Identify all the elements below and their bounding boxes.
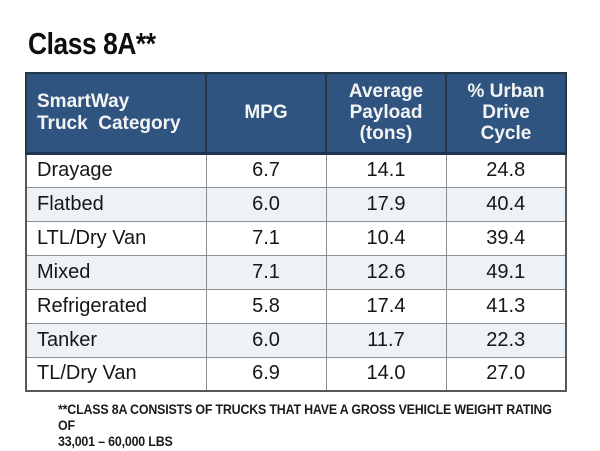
table-row-refrigerated: Refrigerated 5.8 17.4 41.3 <box>25 288 567 324</box>
header-payload-line1: Average <box>348 80 424 102</box>
table-row-drayage: Drayage 6.7 14.1 24.8 <box>25 152 567 188</box>
cell-category: Flatbed <box>25 186 207 222</box>
header-cell-urban: % Urban Drive Cycle <box>445 72 567 155</box>
footnote: **CLASS 8A CONSISTS OF TRUCKS THAT HAVE … <box>58 402 555 451</box>
cell-urban: 40.4 <box>445 186 567 222</box>
cell-mpg: 7.1 <box>205 220 327 256</box>
cell-category: Refrigerated <box>25 288 207 324</box>
cell-payload: 11.7 <box>325 322 447 358</box>
header-row: SmartWay Truck Category MPG Average Payl… <box>25 72 567 155</box>
table-header: SmartWay Truck Category MPG Average Payl… <box>25 72 567 155</box>
cell-urban: 41.3 <box>445 288 567 324</box>
cell-mpg: 6.9 <box>205 356 327 392</box>
cell-payload: 17.4 <box>325 288 447 324</box>
cell-mpg: 7.1 <box>205 254 327 290</box>
cell-urban: 22.3 <box>445 322 567 358</box>
header-urban-line2: Drive <box>482 102 530 124</box>
table-row-tl-dry-van: TL/Dry Van 6.9 14.0 27.0 <box>25 356 567 392</box>
table-row-mixed: Mixed 7.1 12.6 49.1 <box>25 254 567 290</box>
cell-mpg: 6.0 <box>205 186 327 222</box>
cell-mpg: 6.0 <box>205 322 327 358</box>
table-row-tanker: Tanker 6.0 11.7 22.3 <box>25 322 567 358</box>
header-category-line2: Truck Category <box>37 112 181 134</box>
cell-payload: 12.6 <box>325 254 447 290</box>
header-urban-line3: Cycle <box>480 123 532 145</box>
header-category-line1: SmartWay <box>37 91 130 113</box>
truck-category-table: SmartWay Truck Category MPG Average Payl… <box>25 72 567 392</box>
cell-urban: 49.1 <box>445 254 567 290</box>
header-mpg-line1: MPG <box>244 102 288 124</box>
cell-payload: 17.9 <box>325 186 447 222</box>
table-row-ltl-dry-van: LTL/Dry Van 7.1 10.4 39.4 <box>25 220 567 256</box>
cell-urban: 24.8 <box>445 152 567 188</box>
cell-category: Mixed <box>25 254 207 290</box>
cell-payload: 10.4 <box>325 220 447 256</box>
table-body: Drayage 6.7 14.1 24.8 Flatbed 6.0 17.9 4… <box>25 152 567 392</box>
header-cell-category: SmartWay Truck Category <box>25 72 207 155</box>
cell-urban: 39.4 <box>445 220 567 256</box>
cell-urban: 27.0 <box>445 356 567 392</box>
cell-category: TL/Dry Van <box>25 356 207 392</box>
cell-mpg: 5.8 <box>205 288 327 324</box>
cell-payload: 14.0 <box>325 356 447 392</box>
header-urban-line1: % Urban <box>467 80 545 102</box>
header-cell-mpg: MPG <box>205 72 327 155</box>
header-payload-line2: Payload <box>349 102 423 124</box>
header-cell-payload: Average Payload (tons) <box>325 72 447 155</box>
page-title: Class 8A** <box>28 26 156 61</box>
footnote-line1: **CLASS 8A CONSISTS OF TRUCKS THAT HAVE … <box>58 402 552 434</box>
cell-category: Drayage <box>25 152 207 188</box>
cell-payload: 14.1 <box>325 152 447 188</box>
cell-category: LTL/Dry Van <box>25 220 207 256</box>
cell-mpg: 6.7 <box>205 152 327 188</box>
header-payload-line3: (tons) <box>359 123 413 145</box>
footnote-line2: 33,001 – 60,000 LBS <box>58 434 173 450</box>
truck-category-table-container: SmartWay Truck Category MPG Average Payl… <box>25 72 567 392</box>
cell-category: Tanker <box>25 322 207 358</box>
table-row-flatbed: Flatbed 6.0 17.9 40.4 <box>25 186 567 222</box>
